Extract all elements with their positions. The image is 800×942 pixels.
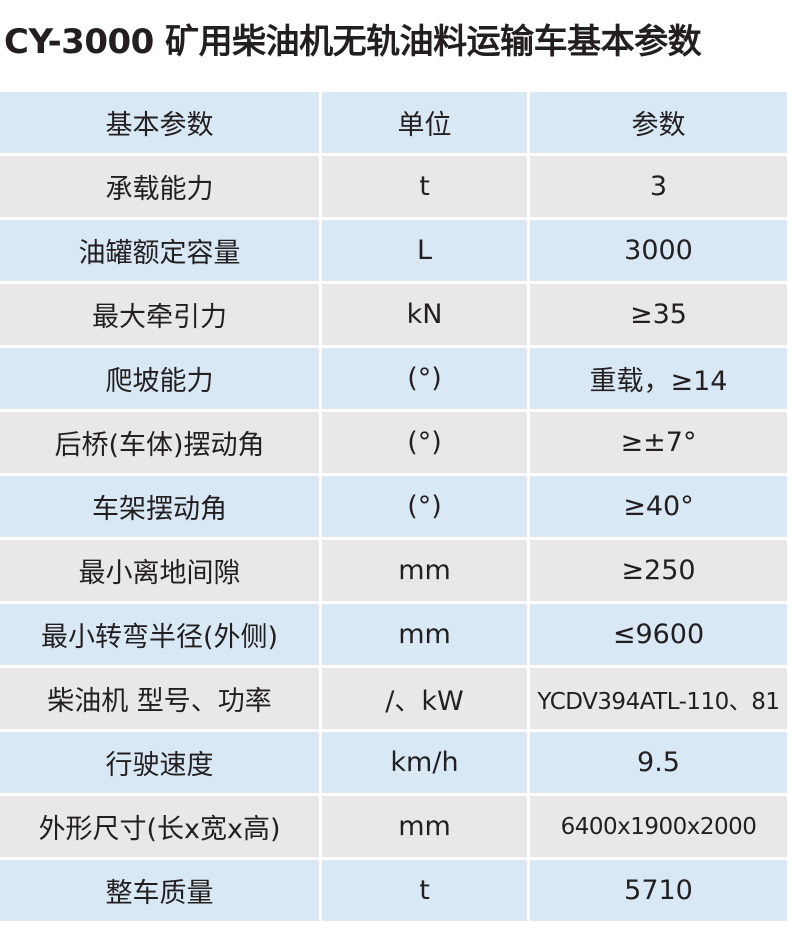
table-row: 最小转弯半径(外侧) mm ≤9600 bbox=[0, 604, 787, 665]
cell-unit: kN bbox=[322, 284, 527, 345]
parameters-table: 基本参数 单位 参数 承载能力 t 3 油罐额定容量 L 3000 最大牵引力 kN ≥35 爬坡… bbox=[0, 89, 790, 924]
cell-value: ≥±7° bbox=[530, 412, 787, 473]
header-parameter: 基本参数 bbox=[0, 92, 319, 153]
table-row: 整车质量 t 5710 bbox=[0, 860, 787, 921]
cell-parameter: 最大牵引力 bbox=[0, 284, 319, 345]
cell-value: ≤9600 bbox=[530, 604, 787, 665]
cell-parameter: 车架摆动角 bbox=[0, 476, 319, 537]
cell-unit: mm bbox=[322, 604, 527, 665]
cell-parameter: 油罐额定容量 bbox=[0, 220, 319, 281]
table-row: 柴油机 型号、功率/、kW YCDV394ATL-110、81 bbox=[0, 668, 787, 729]
cell-parameter: 爬坡能力 bbox=[0, 348, 319, 409]
table-row: 油罐额定容量 L 3000 bbox=[0, 220, 787, 281]
cell-value: 6400x1900x2000 bbox=[530, 796, 787, 857]
table-row: 爬坡能力 (°) 重载，≥14 bbox=[0, 348, 787, 409]
cell-parameter: 整车质量 bbox=[0, 860, 319, 921]
table-row: 最小离地间隙 mm ≥250 bbox=[0, 540, 787, 601]
header-unit: 单位 bbox=[322, 92, 527, 153]
cell-unit: mm bbox=[322, 540, 527, 601]
cell-unit: /、kW bbox=[322, 668, 527, 729]
cell-unit: (°) bbox=[322, 476, 527, 537]
cell-value: YCDV394ATL-110、81 bbox=[530, 668, 787, 729]
cell-unit: (°) bbox=[322, 348, 527, 409]
table-row: 后桥(车体)摆动角 (°) ≥±7° bbox=[0, 412, 787, 473]
table-header-row: 基本参数 单位 参数 bbox=[0, 92, 787, 153]
cell-value: 3 bbox=[530, 156, 787, 217]
cell-parameter: 最小转弯半径(外侧) bbox=[0, 604, 319, 665]
table-row: 行驶速度 km/h 9.5 bbox=[0, 732, 787, 793]
cell-value: ≥40° bbox=[530, 476, 787, 537]
header-value: 参数 bbox=[530, 92, 787, 153]
cell-value: 9.5 bbox=[530, 732, 787, 793]
cell-parameter: 外形尺寸(长x宽x高) bbox=[0, 796, 319, 857]
table-row: 最大牵引力 kN ≥35 bbox=[0, 284, 787, 345]
cell-unit: L bbox=[322, 220, 527, 281]
cell-value: 重载，≥14 bbox=[530, 348, 787, 409]
cell-unit: mm bbox=[322, 796, 527, 857]
cell-value: ≥250 bbox=[530, 540, 787, 601]
page-title: CY-3000 矿用柴油机无轨油料运输车基本参数 bbox=[4, 22, 702, 62]
cell-parameter: 最小离地间隙 bbox=[0, 540, 319, 601]
cell-parameter: 行驶速度 bbox=[0, 732, 319, 793]
table-row: 车架摆动角 (°) ≥40° bbox=[0, 476, 787, 537]
cell-value: ≥35 bbox=[530, 284, 787, 345]
cell-unit: t bbox=[322, 156, 527, 217]
table-row: 承载能力 t 3 bbox=[0, 156, 787, 217]
cell-parameter: 柴油机 型号、功率 bbox=[0, 668, 319, 729]
cell-unit: (°) bbox=[322, 412, 527, 473]
cell-parameter: 后桥(车体)摆动角 bbox=[0, 412, 319, 473]
cell-unit: km/h bbox=[322, 732, 527, 793]
table-row: 外形尺寸(长x宽x高) mm 6400x1900x2000 bbox=[0, 796, 787, 857]
cell-unit: t bbox=[322, 860, 527, 921]
cell-value: 3000 bbox=[530, 220, 787, 281]
cell-value: 5710 bbox=[530, 860, 787, 921]
cell-parameter: 承载能力 bbox=[0, 156, 319, 217]
